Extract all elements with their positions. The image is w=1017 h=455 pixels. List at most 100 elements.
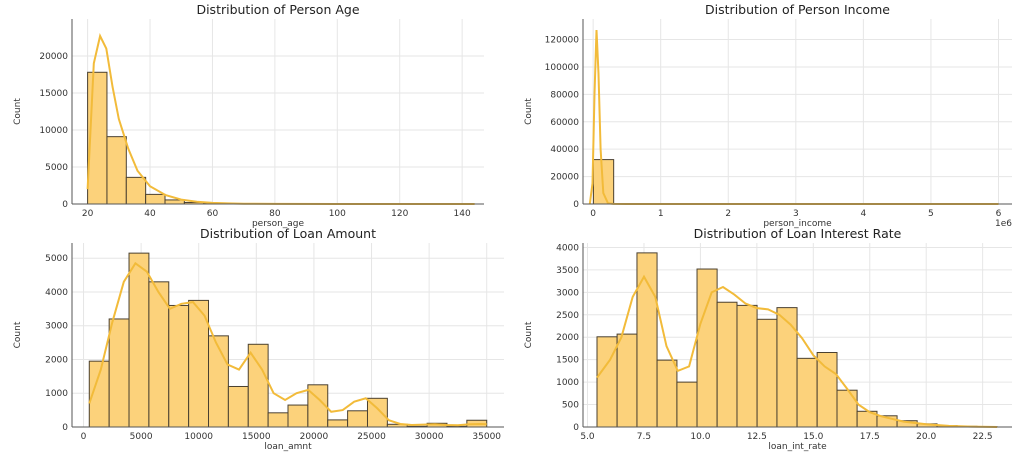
int-rate-xtick-7: 22.5 — [973, 432, 993, 442]
int-rate-bar-8 — [756, 318, 778, 428]
int-rate-bar-9 — [776, 307, 798, 428]
int-rate-xtick-5: 17.5 — [860, 432, 880, 442]
loan-amount-kde-line — [88, 261, 487, 427]
int-rate-bar-11 — [816, 352, 838, 428]
int-rate-ytick-1: 500 — [562, 401, 579, 411]
int-rate-ytick-0: 0 — [573, 423, 579, 433]
loan-amount-bar-1 — [108, 318, 130, 428]
income-ylabel: Count — [524, 98, 534, 125]
age-ytick-3: 15000 — [39, 89, 68, 99]
age-xtick-3: 80 — [269, 209, 281, 219]
int-rate-bar-4 — [676, 381, 698, 428]
int-rate-bar-3 — [656, 359, 678, 428]
int-rate-ytick-4: 2000 — [556, 333, 579, 343]
income-xtick-5: 5 — [928, 209, 934, 219]
loan-amount-bar-2 — [128, 252, 150, 428]
loan-amount-title: Distribution of Loan Amount — [200, 226, 376, 241]
int-rate-ytick-2: 1000 — [556, 378, 579, 388]
income-xtick-3: 3 — [793, 209, 799, 219]
loan-amount-xtick-0: 0 — [81, 432, 87, 442]
income-xlabel: person_income — [763, 219, 832, 229]
age-bar-2 — [125, 176, 147, 205]
loan-amount-ytick-5: 5000 — [45, 254, 68, 264]
loan-amount-bar-8 — [247, 343, 269, 428]
int-rate-bar-6 — [716, 301, 738, 428]
int-rate-ytick-8: 4000 — [556, 243, 579, 253]
loan-amount-bar-7 — [227, 385, 249, 428]
loan-amount-xtick-3: 15000 — [242, 432, 271, 442]
int-rate-xtick-4: 15.0 — [803, 432, 823, 442]
loan-amount-bar-4 — [168, 304, 190, 428]
loan-amount-ytick-3: 3000 — [45, 322, 68, 332]
income-offset-label: 1e6 — [995, 219, 1012, 229]
age-xlabel: person_age — [252, 219, 305, 229]
chart-loan-interest-rate: 5.0 7.5 10.0 12.5 15.0 17.5 20.0 22.5 0 500 1000 15… — [524, 226, 1012, 452]
int-rate-bar-12 — [836, 389, 858, 428]
loan-amount-xtick-5: 25000 — [357, 432, 386, 442]
loan-amount-ytick-2: 2000 — [45, 355, 68, 365]
age-xtick-1: 40 — [144, 209, 156, 219]
age-bar-3 — [145, 193, 166, 205]
int-rate-ytick-7: 3500 — [556, 266, 579, 276]
loan-amount-xtick-7: 35000 — [472, 432, 501, 442]
age-title: Distribution of Person Age — [196, 2, 359, 17]
age-ytick-2: 10000 — [39, 126, 68, 136]
income-ytick-1: 20000 — [550, 173, 579, 183]
age-xtick-2: 60 — [207, 209, 219, 219]
int-rate-bar-1 — [616, 333, 638, 428]
int-rate-bar-7 — [736, 304, 758, 428]
int-rate-bar-10 — [796, 357, 818, 428]
income-ytick-5: 100000 — [545, 63, 580, 73]
loan-amount-xtick-2: 10000 — [184, 432, 213, 442]
loan-amount-ytick-0: 0 — [62, 423, 68, 433]
chart-person-income: 0 1 2 3 4 5 6 0 20000 40000 60000 80000 100000 120000… — [524, 2, 1012, 229]
chart-loan-amount: 0 5000 10000 15000 20000 25000 30000 35000 0 1000… — [13, 226, 504, 452]
age-bar-1 — [106, 136, 127, 205]
int-rate-ytick-5: 2500 — [556, 311, 579, 321]
loan-amount-bar-6 — [208, 335, 229, 428]
int-rate-xtick-1: 7.5 — [637, 432, 651, 442]
age-ylabel: Count — [13, 98, 23, 125]
age-ytick-4: 20000 — [39, 52, 68, 62]
int-rate-xtick-0: 5.0 — [580, 432, 595, 442]
age-xtick-0: 20 — [82, 209, 94, 219]
int-rate-xtick-2: 10.0 — [690, 432, 710, 442]
loan-amount-ylabel: Count — [13, 321, 23, 348]
income-xtick-1: 1 — [658, 209, 664, 219]
int-rate-bar-2 — [636, 252, 658, 428]
age-xtick-5: 120 — [391, 209, 408, 219]
income-ytick-4: 80000 — [550, 90, 579, 100]
income-title: Distribution of Person Income — [705, 2, 890, 17]
loan-amount-xtick-4: 20000 — [300, 432, 329, 442]
loan-amount-bar-9 — [267, 412, 289, 428]
chart-person-age: 20 40 60 80 100 120 140 0 5000 10000 15000 20000 Dis… — [13, 2, 484, 229]
loan-amount-bar-10 — [287, 404, 309, 428]
loan-amount-bar-12 — [327, 419, 349, 428]
loan-amount-ytick-1: 1000 — [45, 389, 68, 399]
loan-amount-bar-13 — [347, 410, 368, 428]
int-rate-bar-5 — [696, 268, 718, 428]
income-kde-line — [588, 29, 999, 205]
int-rate-title: Distribution of Loan Interest Rate — [694, 226, 902, 241]
income-xtick-2: 2 — [725, 209, 731, 219]
income-xtick-6: 6 — [996, 209, 1002, 219]
income-xtick-0: 0 — [590, 209, 596, 219]
income-ytick-2: 40000 — [550, 145, 579, 155]
income-ytick-6: 120000 — [545, 36, 580, 46]
loan-amount-xtick-6: 30000 — [415, 432, 444, 442]
income-xtick-4: 4 — [861, 209, 867, 219]
loan-amount-xlabel: loan_amnt — [264, 442, 312, 452]
int-rate-ytick-6: 3000 — [556, 288, 579, 298]
age-ytick-1: 5000 — [45, 163, 68, 173]
int-rate-ytick-3: 1500 — [556, 356, 579, 366]
age-xtick-4: 100 — [329, 209, 346, 219]
int-rate-xtick-3: 12.5 — [747, 432, 767, 442]
int-rate-xtick-6: 20.0 — [916, 432, 936, 442]
income-ytick-3: 60000 — [550, 118, 579, 128]
loan-amount-xtick-1: 5000 — [130, 432, 153, 442]
loan-amount-ytick-4: 4000 — [45, 288, 68, 298]
int-rate-xlabel: loan_int_rate — [768, 442, 827, 452]
age-xtick-6: 140 — [454, 209, 471, 219]
int-rate-ylabel: Count — [524, 321, 534, 348]
